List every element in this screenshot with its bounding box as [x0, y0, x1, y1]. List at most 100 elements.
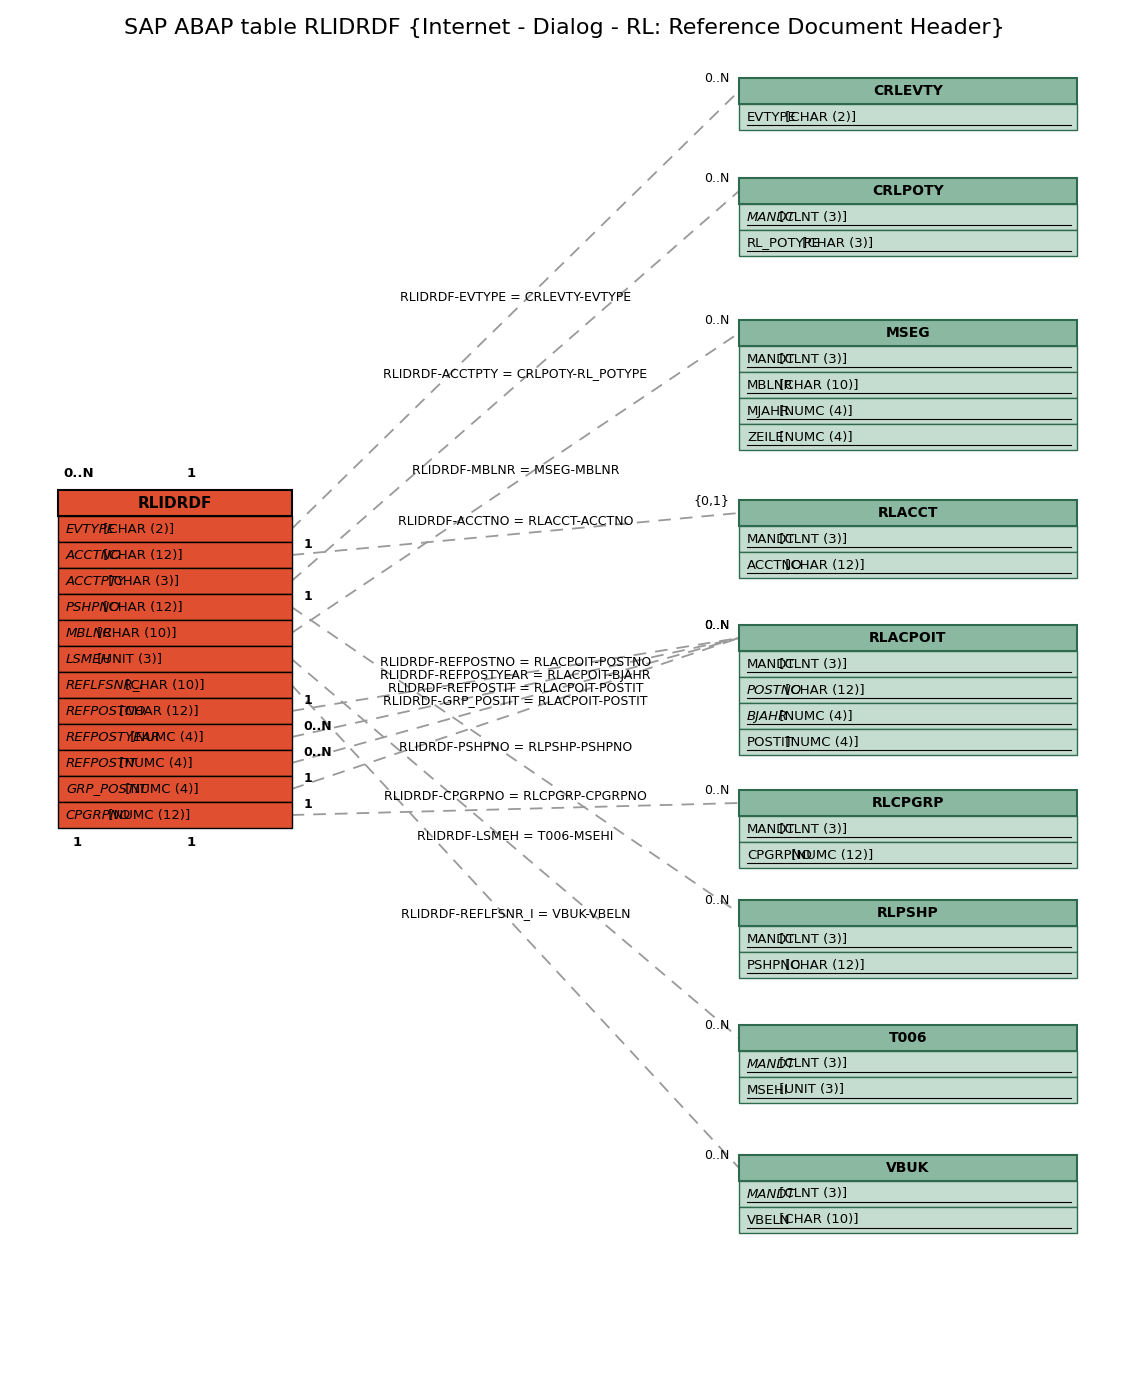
- Text: MANDT: MANDT: [747, 532, 795, 546]
- Bar: [58, 646, 292, 672]
- Text: 0..N: 0..N: [303, 747, 332, 759]
- Bar: [58, 490, 292, 516]
- Text: RLIDRDF: RLIDRDF: [138, 495, 212, 510]
- Text: 1: 1: [186, 468, 195, 480]
- Text: EVTYPE: EVTYPE: [747, 110, 796, 124]
- Text: 0..N: 0..N: [704, 314, 729, 327]
- Text: RLIDRDF-GRP_POSTIT = RLACPOIT-POSTIT: RLIDRDF-GRP_POSTIT = RLACPOIT-POSTIT: [384, 694, 647, 708]
- Bar: [58, 568, 292, 594]
- Text: 1: 1: [186, 836, 195, 848]
- Bar: [739, 842, 1077, 868]
- Bar: [739, 527, 1077, 551]
- Bar: [739, 551, 1077, 578]
- Bar: [739, 1077, 1077, 1103]
- Text: [NUMC (12)]: [NUMC (12)]: [786, 848, 873, 862]
- Bar: [739, 204, 1077, 230]
- Text: RLIDRDF-ACCTNO = RLACCT-ACCTNO: RLIDRDF-ACCTNO = RLACCT-ACCTNO: [397, 516, 633, 528]
- Text: [CHAR (3)]: [CHAR (3)]: [104, 575, 179, 587]
- Text: PSHPNO: PSHPNO: [65, 601, 121, 613]
- Text: MANDT: MANDT: [747, 210, 795, 224]
- Text: [CHAR (12)]: [CHAR (12)]: [99, 601, 183, 613]
- Bar: [739, 78, 1077, 104]
- Text: [NUMC (4)]: [NUMC (4)]: [121, 782, 199, 796]
- Text: [CHAR (12)]: [CHAR (12)]: [115, 704, 199, 718]
- Text: PSHPNO: PSHPNO: [747, 958, 801, 972]
- Text: 0..N: 0..N: [704, 619, 729, 632]
- Bar: [739, 901, 1077, 925]
- Text: MBLNR: MBLNR: [65, 627, 113, 639]
- Text: REFPOSTYEAR: REFPOSTYEAR: [65, 730, 161, 744]
- Text: 0..N: 0..N: [704, 619, 729, 632]
- Text: RLIDRDF-REFPOSTYEAR = RLACPOIT-BJAHR: RLIDRDF-REFPOSTYEAR = RLACPOIT-BJAHR: [380, 668, 651, 682]
- Bar: [739, 626, 1077, 650]
- Text: {0,1}: {0,1}: [694, 494, 729, 507]
- Text: RLIDRDF-PSHPNO = RLPSHP-PSHPNO: RLIDRDF-PSHPNO = RLPSHP-PSHPNO: [398, 741, 632, 754]
- Text: RLIDRDF-REFLFSNR_I = VBUK-VBELN: RLIDRDF-REFLFSNR_I = VBUK-VBELN: [400, 908, 631, 920]
- Text: 0..N: 0..N: [704, 1150, 729, 1162]
- Text: RLACCT: RLACCT: [878, 506, 938, 520]
- Bar: [58, 775, 292, 802]
- Bar: [58, 620, 292, 646]
- Text: LSMEH: LSMEH: [65, 653, 112, 666]
- Text: [CHAR (10)]: [CHAR (10)]: [94, 627, 177, 639]
- Text: [CHAR (12)]: [CHAR (12)]: [781, 683, 864, 697]
- Text: POSTNO: POSTNO: [747, 683, 802, 697]
- Bar: [739, 424, 1077, 450]
- Bar: [58, 542, 292, 568]
- Text: 1: 1: [73, 836, 82, 848]
- Text: RLACPOIT: RLACPOIT: [870, 631, 946, 645]
- Text: [CHAR (2)]: [CHAR (2)]: [99, 522, 174, 535]
- Bar: [739, 1024, 1077, 1050]
- Text: MANDT: MANDT: [747, 352, 795, 366]
- Text: 0..N: 0..N: [704, 784, 729, 797]
- Bar: [739, 729, 1077, 755]
- Bar: [739, 1050, 1077, 1077]
- Text: 0..N: 0..N: [303, 720, 332, 733]
- Text: [CHAR (10)]: [CHAR (10)]: [775, 378, 858, 392]
- Text: SAP ABAP table RLIDRDF {Internet - Dialog - RL: Reference Document Header}: SAP ABAP table RLIDRDF {Internet - Dialo…: [124, 18, 1004, 38]
- Text: [CLNT (3)]: [CLNT (3)]: [775, 657, 847, 671]
- Text: VBELN: VBELN: [747, 1214, 791, 1226]
- Bar: [58, 594, 292, 620]
- Text: 0..N: 0..N: [63, 468, 94, 480]
- Text: CPGRPNO: CPGRPNO: [65, 808, 131, 821]
- Text: EVTYPE: EVTYPE: [65, 522, 116, 535]
- Text: [NUMC (4)]: [NUMC (4)]: [775, 710, 853, 722]
- Text: MANDT: MANDT: [747, 932, 795, 946]
- Text: ACCTPTY: ACCTPTY: [65, 575, 126, 587]
- Bar: [739, 1155, 1077, 1181]
- Text: CPGRPNO: CPGRPNO: [747, 848, 812, 862]
- Text: BJAHR: BJAHR: [747, 710, 788, 722]
- Text: [CHAR (12)]: [CHAR (12)]: [781, 958, 864, 972]
- Bar: [58, 725, 292, 749]
- Text: [CLNT (3)]: [CLNT (3)]: [775, 1188, 847, 1200]
- Text: MJAHR: MJAHR: [747, 404, 790, 418]
- Text: RLIDRDF-REFPOSTNO = RLACPOIT-POSTNO: RLIDRDF-REFPOSTNO = RLACPOIT-POSTNO: [380, 656, 651, 668]
- Text: REFPOSTNO: REFPOSTNO: [65, 704, 147, 718]
- Text: 1: 1: [303, 538, 312, 551]
- Text: 0..N: 0..N: [704, 1019, 729, 1033]
- Text: [NUMC (12)]: [NUMC (12)]: [104, 808, 191, 821]
- Bar: [739, 951, 1077, 978]
- Text: RLIDRDF-ACCTPTY = CRLPOTY-RL_POTYPE: RLIDRDF-ACCTPTY = CRLPOTY-RL_POTYPE: [384, 367, 647, 380]
- Text: MANDT: MANDT: [747, 1188, 795, 1200]
- Text: MANDT: MANDT: [747, 1057, 795, 1071]
- Text: [CLNT (3)]: [CLNT (3)]: [775, 352, 847, 366]
- Text: MANDT: MANDT: [747, 822, 795, 836]
- Bar: [739, 1181, 1077, 1207]
- Text: [CHAR (12)]: [CHAR (12)]: [99, 549, 183, 561]
- Text: [CHAR (2)]: [CHAR (2)]: [781, 110, 856, 124]
- Bar: [58, 516, 292, 542]
- Text: 0..N: 0..N: [704, 172, 729, 186]
- Text: 1: 1: [303, 694, 312, 707]
- Text: RLIDRDF-REFPOSTIT = RLACPOIT-POSTIT: RLIDRDF-REFPOSTIT = RLACPOIT-POSTIT: [388, 682, 643, 694]
- Bar: [739, 676, 1077, 703]
- Bar: [739, 230, 1077, 256]
- Text: REFLFSNR_I: REFLFSNR_I: [65, 678, 144, 692]
- Text: POSTIT: POSTIT: [747, 736, 794, 748]
- Text: CRLPOTY: CRLPOTY: [872, 184, 944, 198]
- Text: RLIDRDF-MBLNR = MSEG-MBLNR: RLIDRDF-MBLNR = MSEG-MBLNR: [412, 463, 619, 477]
- Text: [CLNT (3)]: [CLNT (3)]: [775, 1057, 847, 1071]
- Bar: [739, 320, 1077, 346]
- Text: MSEHI: MSEHI: [747, 1084, 788, 1096]
